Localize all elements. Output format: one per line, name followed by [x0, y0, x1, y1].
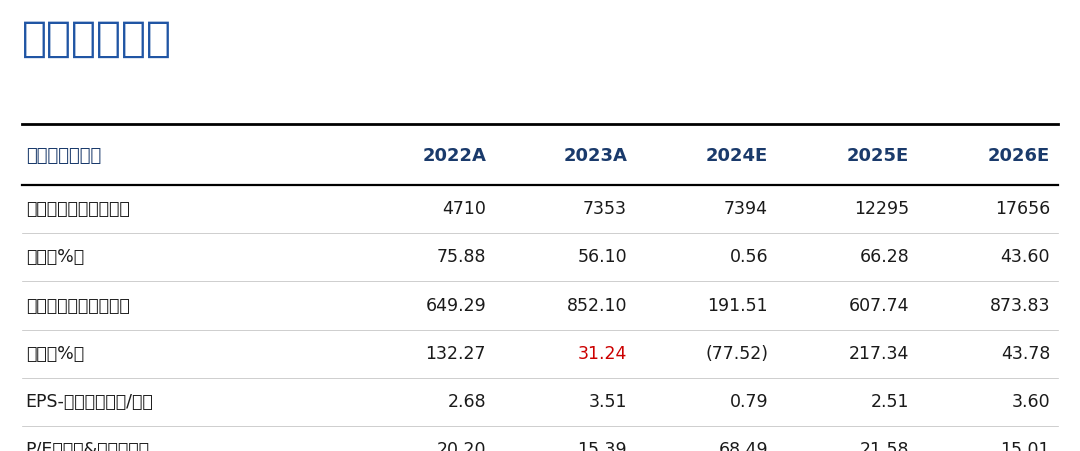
- Text: 7353: 7353: [583, 200, 627, 218]
- Text: 3.60: 3.60: [1012, 393, 1050, 411]
- Text: 20.20: 20.20: [436, 442, 486, 451]
- Text: 12295: 12295: [854, 200, 909, 218]
- Text: 852.10: 852.10: [567, 297, 627, 314]
- Text: 2022A: 2022A: [422, 147, 486, 165]
- Text: 2024E: 2024E: [706, 147, 768, 165]
- Text: 2023A: 2023A: [563, 147, 627, 165]
- Text: 43.78: 43.78: [1001, 345, 1050, 363]
- Text: 15.39: 15.39: [578, 442, 627, 451]
- Text: 56.10: 56.10: [578, 249, 627, 266]
- Text: 217.34: 217.34: [849, 345, 909, 363]
- Text: 607.74: 607.74: [849, 297, 909, 314]
- Text: 7394: 7394: [724, 200, 768, 218]
- Text: 66.28: 66.28: [860, 249, 909, 266]
- Text: 68.49: 68.49: [718, 442, 768, 451]
- Text: 同比（%）: 同比（%）: [26, 249, 84, 266]
- Text: 2026E: 2026E: [988, 147, 1050, 165]
- Text: 17656: 17656: [995, 200, 1050, 218]
- Text: 2.68: 2.68: [447, 393, 486, 411]
- Text: 营业总收入（百万元）: 营业总收入（百万元）: [26, 200, 130, 218]
- Text: (77.52): (77.52): [705, 345, 768, 363]
- Text: 归母净利润（百万元）: 归母净利润（百万元）: [26, 297, 130, 314]
- Text: 132.27: 132.27: [426, 345, 486, 363]
- Text: 同比（%）: 同比（%）: [26, 345, 84, 363]
- Text: 873.83: 873.83: [989, 297, 1050, 314]
- Text: 3.51: 3.51: [589, 393, 627, 411]
- Text: 买入（维持）: 买入（维持）: [22, 18, 172, 60]
- Text: EPS-最新摊薄（元/股）: EPS-最新摊薄（元/股）: [26, 393, 153, 411]
- Text: 31.24: 31.24: [578, 345, 627, 363]
- Text: 75.88: 75.88: [436, 249, 486, 266]
- Text: 649.29: 649.29: [426, 297, 486, 314]
- Text: 4710: 4710: [442, 200, 486, 218]
- Text: 43.60: 43.60: [1000, 249, 1050, 266]
- Text: 191.51: 191.51: [707, 297, 768, 314]
- Text: 2025E: 2025E: [847, 147, 909, 165]
- Text: 0.56: 0.56: [729, 249, 768, 266]
- Text: P/E（现价&最新摊薄）: P/E（现价&最新摊薄）: [26, 442, 150, 451]
- Text: 21.58: 21.58: [860, 442, 909, 451]
- Text: 0.79: 0.79: [729, 393, 768, 411]
- Text: 15.01: 15.01: [1000, 442, 1050, 451]
- Text: 盈利预测与估值: 盈利预测与估值: [26, 147, 102, 165]
- Text: 2.51: 2.51: [870, 393, 909, 411]
